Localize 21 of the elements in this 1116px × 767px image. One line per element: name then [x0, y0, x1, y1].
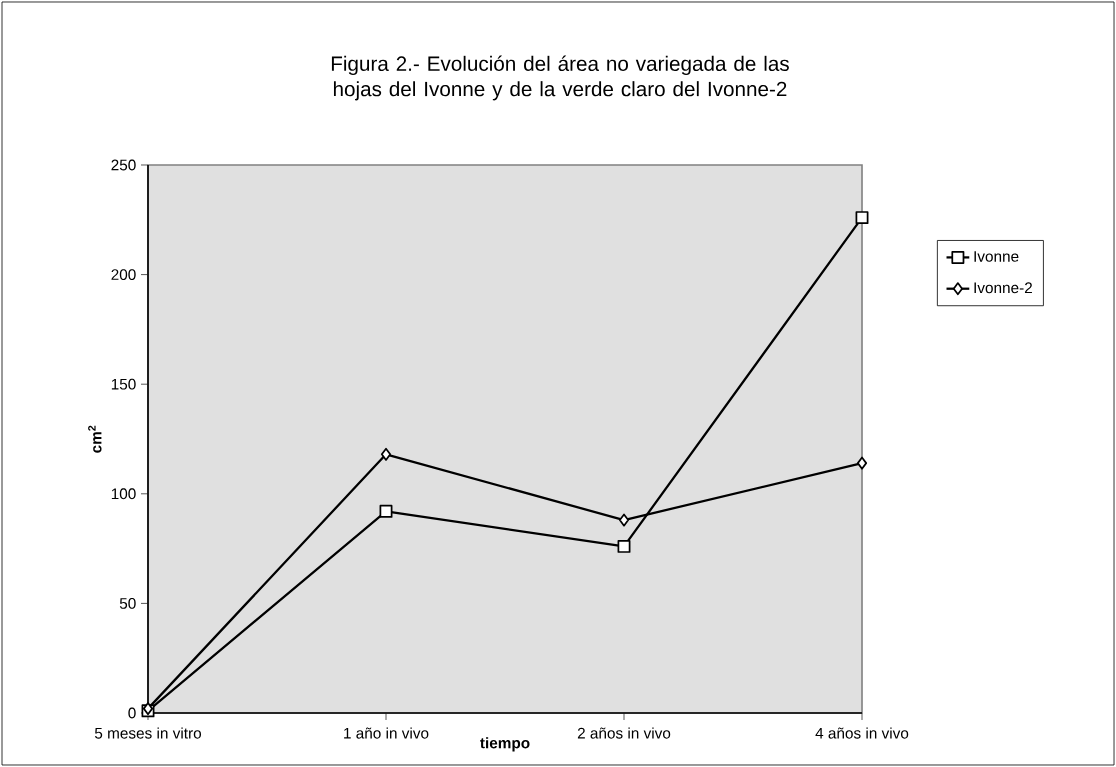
y-axis-title: cm$^{2}$	[88, 425, 102, 453]
point	[379, 504, 393, 518]
y-tick-label: 50	[119, 597, 136, 609]
legend-label: Ivonne	[974, 251, 1019, 262]
point	[618, 513, 630, 527]
chart-title: Figura 2.- Evolución del área no variegada de las hojas del Ivonne y de la verde claro del Ivonne-2	[331, 55, 789, 101]
x-tick-label: 2 años in vivo	[577, 727, 671, 739]
point	[856, 456, 868, 470]
y-tick-label: 100	[111, 488, 136, 500]
x-tick-label: 4 años in vivo	[815, 727, 909, 739]
x-tick-label: 1 año in vivo	[344, 727, 429, 739]
x-axis-title: tiempo	[480, 737, 530, 752]
point	[380, 447, 392, 461]
y-tick-label: 250	[111, 159, 136, 171]
y-tick-label: 150	[111, 378, 136, 390]
x-tick-label: 5 meses in vitro	[94, 727, 202, 739]
legend-label: Ivonne-2	[974, 282, 1032, 294]
y-tick-label: 200	[111, 269, 136, 281]
point	[617, 539, 631, 553]
point	[855, 211, 869, 225]
y-tick-label: 0	[128, 707, 136, 719]
